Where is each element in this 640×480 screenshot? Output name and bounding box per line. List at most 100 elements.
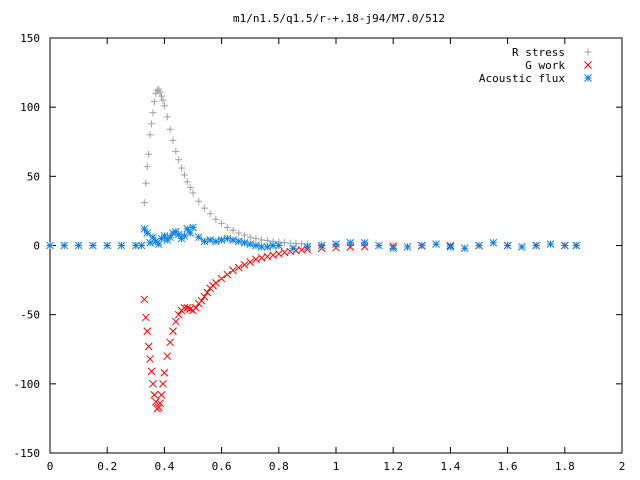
- data-point: [346, 238, 355, 247]
- x-tick-label: 0: [47, 460, 54, 473]
- x-tick-label: 1.6: [498, 460, 518, 473]
- series-r-stress: [46, 85, 580, 249]
- legend-marker: [584, 48, 592, 56]
- data-point: [212, 237, 220, 246]
- data-point: [258, 236, 266, 244]
- data-point: [223, 270, 232, 279]
- data-point: [360, 238, 369, 247]
- data-point: [303, 243, 312, 251]
- data-point: [149, 379, 157, 388]
- data-point: [151, 397, 160, 406]
- data-point: [143, 229, 152, 237]
- data-point: [229, 266, 237, 275]
- y-tick-label: -100: [14, 378, 41, 391]
- x-tick-label: 1.4: [440, 460, 460, 473]
- data-point: [143, 163, 151, 171]
- data-point: [489, 238, 498, 247]
- data-point: [389, 244, 398, 253]
- y-tick-label: 150: [20, 32, 40, 45]
- data-point: [289, 244, 297, 253]
- data-point: [263, 237, 271, 245]
- data-point: [186, 183, 194, 191]
- legend-marker: [584, 74, 592, 82]
- data-point: [332, 240, 340, 248]
- data-point: [169, 136, 177, 144]
- data-point: [269, 251, 277, 260]
- data-point: [360, 242, 369, 251]
- data-point: [240, 231, 248, 239]
- data-point: [206, 210, 214, 218]
- data-point: [154, 240, 163, 248]
- data-point: [460, 244, 469, 253]
- data-point: [146, 131, 154, 139]
- data-point: [560, 241, 569, 250]
- data-point: [263, 252, 272, 261]
- data-point: [234, 237, 243, 246]
- data-point: [252, 255, 260, 264]
- x-tick-label: 0.4: [154, 460, 174, 473]
- data-point: [163, 113, 171, 121]
- data-point: [217, 236, 226, 244]
- y-tick-label: 100: [20, 101, 40, 114]
- data-point: [147, 367, 156, 376]
- data-point: [403, 243, 412, 251]
- data-point: [274, 249, 283, 258]
- data-point: [174, 310, 183, 319]
- data-point: [60, 241, 69, 250]
- data-point: [172, 147, 180, 155]
- data-point: [189, 189, 197, 197]
- data-point: [149, 233, 157, 242]
- data-point: [143, 327, 152, 336]
- data-point: [175, 156, 183, 164]
- data-point: [246, 233, 254, 241]
- data-point: [274, 241, 283, 250]
- chart-marks: [46, 85, 581, 413]
- data-point: [417, 241, 426, 250]
- data-point: [317, 241, 326, 250]
- series-acoustic-flux: [46, 223, 581, 253]
- data-point: [503, 241, 512, 250]
- data-point: [140, 295, 149, 304]
- data-point: [200, 237, 209, 246]
- data-point: [240, 261, 249, 269]
- data-point: [137, 241, 146, 250]
- data-point: [46, 241, 54, 250]
- data-point: [229, 236, 237, 244]
- data-point: [89, 241, 97, 250]
- data-point: [263, 243, 272, 251]
- legend-label: G work: [525, 59, 565, 72]
- data-point: [572, 241, 581, 250]
- data-point: [532, 241, 541, 250]
- data-point: [180, 171, 188, 179]
- data-point: [160, 231, 169, 240]
- data-point: [142, 179, 150, 187]
- x-tick-label: 1.2: [383, 460, 403, 473]
- data-point: [140, 225, 149, 233]
- data-point: [269, 241, 277, 250]
- data-point: [197, 296, 206, 305]
- data-point: [103, 241, 112, 250]
- data-point: [240, 238, 249, 247]
- data-point: [235, 229, 243, 237]
- data-point: [153, 87, 161, 95]
- data-point: [156, 399, 164, 408]
- x-tick-label: 0.6: [212, 460, 232, 473]
- data-point: [178, 164, 186, 172]
- legend-label: Acoustic flux: [479, 72, 565, 85]
- x-tick-label: 1: [333, 460, 340, 473]
- data-point: [217, 274, 226, 283]
- data-point: [475, 241, 483, 250]
- data-point: [154, 403, 163, 412]
- legend-marker: [584, 61, 592, 69]
- data-point: [180, 303, 189, 312]
- data-point: [257, 243, 266, 251]
- data-point: [141, 313, 150, 322]
- data-point: [229, 226, 237, 234]
- data-point: [189, 223, 197, 232]
- data-point: [166, 338, 174, 347]
- data-point: [223, 224, 231, 232]
- data-point: [150, 391, 159, 399]
- data-point: [149, 109, 157, 117]
